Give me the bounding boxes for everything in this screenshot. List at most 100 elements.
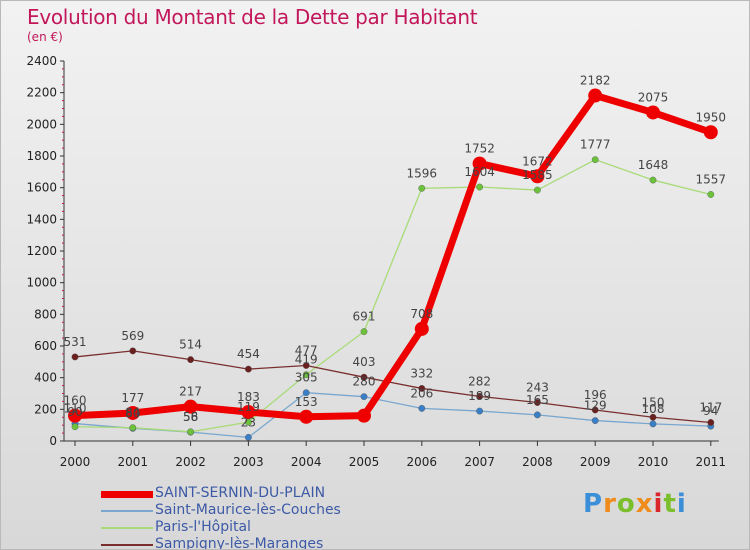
data-point [649, 176, 657, 184]
data-point [534, 186, 541, 194]
data-label: 282 [468, 374, 491, 388]
x-tick-label: 2003 [233, 455, 264, 469]
data-point [360, 373, 368, 381]
x-tick-label: 2009 [580, 455, 611, 469]
legend-swatch [101, 490, 153, 498]
data-point [649, 420, 657, 428]
x-tick-label: 2011 [696, 455, 727, 469]
data-label: 217 [179, 385, 202, 399]
data-label: 419 [295, 353, 318, 367]
data-point [183, 399, 198, 414]
legend-swatch [101, 510, 153, 512]
data-label: 58 [183, 410, 198, 424]
legend-label: Sampigny-lès-Maranges [155, 536, 324, 550]
data-point [302, 362, 310, 369]
data-label: 56 [183, 410, 198, 424]
x-tick-label: 2005 [349, 455, 380, 469]
data-point [129, 347, 137, 355]
y-tick-label: 1200 [26, 244, 57, 258]
chart-unit: (en €) [27, 30, 63, 44]
chart-title: Evolution du Montant de la Dette par Hab… [27, 5, 478, 29]
data-label: 206 [410, 386, 433, 400]
x-tick-label: 2006 [407, 455, 438, 469]
data-label: 1672 [522, 154, 553, 168]
y-tick-label: 2200 [26, 86, 57, 100]
data-label: 569 [121, 329, 144, 343]
y-tick-label: 2400 [26, 54, 57, 68]
y-tick-label: 800 [34, 307, 57, 321]
data-point [129, 424, 137, 432]
data-point [476, 392, 483, 400]
data-label: 189 [468, 389, 491, 403]
data-label: 165 [526, 393, 549, 407]
data-label: 691 [353, 310, 376, 324]
y-tick-label: 400 [34, 371, 57, 385]
data-point [530, 169, 545, 184]
data-point [476, 183, 483, 191]
data-point [703, 125, 718, 140]
legend-label: SAINT-SERNIN-DU-PLAIN [155, 485, 326, 501]
data-label: 514 [179, 338, 202, 352]
data-label: 129 [584, 399, 607, 413]
data-label: 477 [295, 343, 318, 357]
data-point [299, 409, 314, 424]
proxiti-logo: Proxiti [583, 489, 687, 519]
y-tick-label: 2000 [26, 117, 57, 131]
data-point [707, 191, 715, 198]
x-tick-label: 2010 [638, 455, 669, 469]
data-label: 1950 [696, 110, 727, 124]
x-tick-label: 2007 [464, 455, 495, 469]
data-label: 80 [125, 406, 140, 420]
x-tick-label: 2001 [118, 455, 149, 469]
data-label: 2075 [638, 90, 669, 104]
data-label: 454 [237, 347, 260, 361]
data-point [414, 321, 429, 336]
y-tick-label: 200 [34, 402, 57, 416]
data-label: 305 [295, 371, 318, 385]
data-label: 23 [241, 415, 256, 429]
series-line [74, 158, 712, 433]
data-label: 280 [353, 375, 376, 389]
data-point [302, 371, 310, 379]
data-label: 183 [237, 390, 260, 404]
data-label: 1585 [522, 168, 553, 182]
data-point [534, 411, 541, 419]
data-point [125, 405, 140, 420]
data-label: 90 [67, 405, 82, 419]
y-tick-label: 1400 [26, 212, 57, 226]
x-tick-label: 2004 [291, 455, 322, 469]
y-tick-label: 600 [34, 339, 57, 353]
data-point [71, 353, 79, 361]
data-label: 403 [353, 355, 376, 369]
series-line [74, 350, 712, 424]
legend-swatch [101, 544, 153, 546]
axes: 0 200 400 600 800 1000 1200 1400 1600 1800 2000 220… [26, 54, 726, 469]
data-point [244, 365, 252, 373]
data-label: 117 [699, 400, 722, 414]
data-label: 153 [295, 395, 318, 409]
data-label: 1604 [464, 165, 495, 179]
data-point [357, 408, 371, 423]
data-point [241, 405, 256, 420]
data-label: 150 [642, 395, 665, 409]
data-point [187, 356, 195, 364]
data-label: 84 [125, 406, 140, 420]
data-point [472, 156, 487, 171]
data-label: 119 [237, 400, 260, 414]
series-line [71, 92, 715, 421]
data-point [418, 404, 426, 412]
legend-label: Saint-Maurice-lès-Couches [155, 502, 341, 518]
data-point [302, 389, 310, 397]
data-labels: 160 177 217 183 153 708 1752 1672 2182 2075 1950 11… [64, 74, 727, 430]
data-point [476, 407, 483, 415]
data-label: 332 [410, 366, 433, 380]
data-label: 94 [703, 404, 718, 418]
x-tick-label: 2000 [60, 455, 91, 469]
data-label: 2182 [580, 74, 611, 88]
x-tick-label: 2008 [522, 455, 553, 469]
legend-swatch [101, 527, 153, 529]
data-label: 108 [642, 402, 665, 416]
data-label: 196 [584, 388, 607, 402]
data-label: 243 [526, 381, 549, 395]
